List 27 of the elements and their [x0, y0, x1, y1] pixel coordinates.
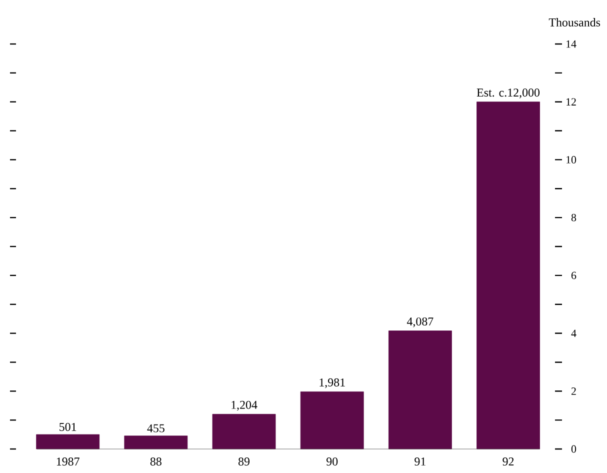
- annotation: 501: [60, 422, 76, 431]
- annotation: 1,204: [232, 400, 258, 411]
- y-tick-label: 12: [566, 98, 576, 106]
- annotation: 455: [147, 424, 164, 432]
- annotation: 4,087: [406, 317, 434, 328]
- y-tick-label: 8: [571, 214, 576, 222]
- y-tick-label: 14: [566, 40, 576, 48]
- x-tick-label: 1987: [56, 458, 80, 466]
- y-tick-label: 2: [571, 388, 576, 395]
- x-tick-label: 91: [414, 458, 426, 466]
- bar: [300, 391, 364, 450]
- x-tick-label: 92: [502, 458, 514, 466]
- y-tick-label: 6: [571, 272, 576, 280]
- y-tick-label: 4: [571, 330, 576, 337]
- bar: [212, 414, 276, 450]
- y-tick-label: 10: [566, 156, 576, 164]
- y-tick-label: 0: [571, 445, 576, 453]
- annotation: 1,981: [320, 378, 345, 388]
- bar: [476, 102, 540, 450]
- bar: [124, 436, 188, 450]
- x-tick-label: 90: [326, 458, 338, 466]
- y-axis-title: Thousands: [548, 18, 600, 26]
- bar: [388, 330, 452, 450]
- bar: [36, 434, 100, 450]
- x-tick-label: 88: [150, 458, 162, 466]
- annotation: Est. c.12,000: [476, 88, 540, 98]
- x-tick-label: 89: [238, 458, 250, 466]
